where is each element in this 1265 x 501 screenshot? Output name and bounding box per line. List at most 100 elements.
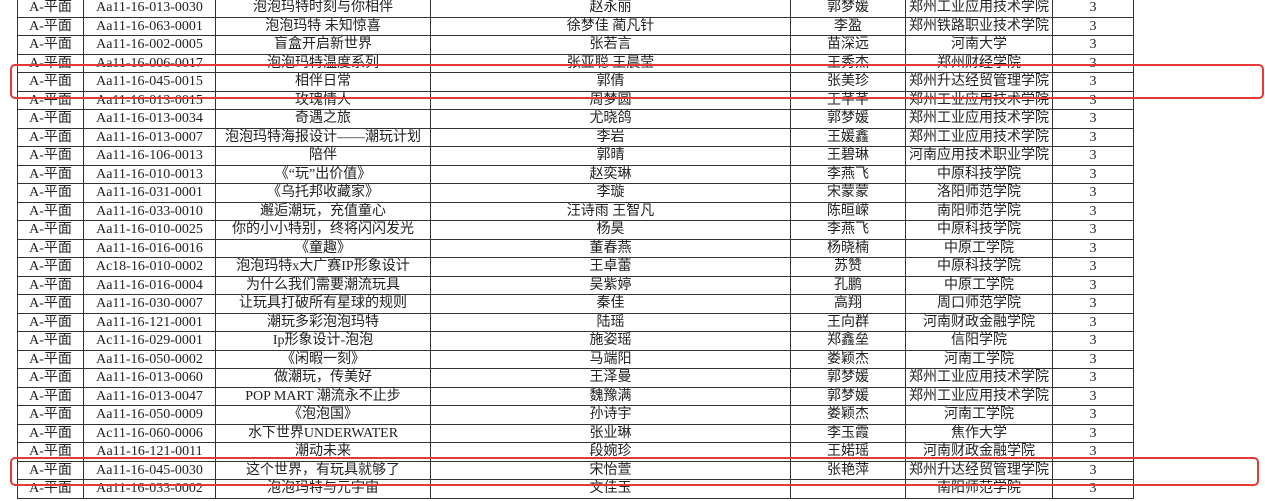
cell-school: 中原工学院 bbox=[905, 238, 1053, 258]
cell-advisor: 苗深远 bbox=[790, 35, 906, 55]
cell-count: 3 bbox=[1052, 368, 1134, 388]
cell-advisor: 高翔 bbox=[790, 294, 906, 314]
cell-authors: 周梦圆 bbox=[430, 90, 791, 110]
cell-category: A-平面 bbox=[17, 164, 84, 184]
cell-category: A-平面 bbox=[17, 386, 84, 406]
cell-category: A-平面 bbox=[17, 405, 84, 425]
cell-title: 潮玩多彩泡泡玛特 bbox=[215, 312, 431, 332]
cell-code: Ac18-16-010-0002 bbox=[83, 257, 216, 277]
cell-authors: 杨昊 bbox=[430, 220, 791, 240]
cell-authors: 郭倩 bbox=[430, 72, 791, 92]
table-row: A-平面 Aa11-16-016-0016 《童趣》 董春燕 杨晓楠 中原工学院 3 bbox=[17, 238, 1134, 258]
cell-advisor: 娄颖杰 bbox=[790, 349, 906, 369]
cell-code: Aa11-16-013-0015 bbox=[83, 90, 216, 110]
cell-title: 你的小小特别，终将闪闪发光 bbox=[215, 220, 431, 240]
cell-school: 洛阳师范学院 bbox=[905, 183, 1053, 203]
cell-advisor: 宋蒙蒙 bbox=[790, 183, 906, 203]
cell-advisor: 王向群 bbox=[790, 312, 906, 332]
cell-category: A-平面 bbox=[17, 127, 84, 147]
cell-count: 3 bbox=[1052, 479, 1134, 499]
cell-category: A-平面 bbox=[17, 312, 84, 332]
cell-category: A-平面 bbox=[17, 72, 84, 92]
cell-advisor: 孔鹏 bbox=[790, 275, 906, 295]
cell-code: Ac11-16-060-0006 bbox=[83, 423, 216, 443]
cell-authors: 郭晴 bbox=[430, 146, 791, 166]
cell-code: Aa11-16-013-0007 bbox=[83, 127, 216, 147]
cell-title: 让玩具打破所有星球的规则 bbox=[215, 294, 431, 314]
cell-category: A-平面 bbox=[17, 349, 84, 369]
cell-authors: 董春燕 bbox=[430, 238, 791, 258]
table-row: A-平面 Aa11-16-030-0007 让玩具打破所有星球的规则 秦佳 高翔 周口师范… bbox=[17, 294, 1134, 314]
cell-authors: 秦佳 bbox=[430, 294, 791, 314]
cell-category: A-平面 bbox=[17, 220, 84, 240]
cell-code: Aa11-16-063-0001 bbox=[83, 16, 216, 36]
cell-authors: 张若言 bbox=[430, 35, 791, 55]
table-row: A-平面 Aa11-16-013-0034 奇遇之旅 尤晓鸽 郭梦媛 郑州工业应用技术学院… bbox=[17, 109, 1134, 129]
table-row: A-平面 Aa11-16-013-0047 POP MART 潮流永不止步 魏豫满 郭梦… bbox=[17, 386, 1134, 406]
cell-title: 做潮玩，传美好 bbox=[215, 368, 431, 388]
table-row: A-平面 Aa11-16-016-0004 为什么我们需要潮流玩具 吴紫婷 孔鹏 中原工学… bbox=[17, 275, 1134, 295]
cell-category: A-平面 bbox=[17, 16, 84, 36]
cell-school: 中原科技学院 bbox=[905, 220, 1053, 240]
cell-count: 3 bbox=[1052, 423, 1134, 443]
cell-authors: 宋怡萱 bbox=[430, 460, 791, 480]
cell-authors: 魏豫满 bbox=[430, 386, 791, 406]
table-row: A-平面 Aa11-16-033-0002 泡泡玛特与元宇宙 文佳玉 南阳师范学院 3 bbox=[17, 479, 1134, 499]
cell-authors: 赵奕琳 bbox=[430, 164, 791, 184]
cell-authors: 段婉珍 bbox=[430, 442, 791, 462]
table-row: A-平面 Aa11-16-050-0002 《闲暇一刻》 马端阳 娄颖杰 河南工学院 3 bbox=[17, 349, 1134, 369]
cell-title: 邂逅潮玩，充值童心 bbox=[215, 201, 431, 221]
cell-count: 3 bbox=[1052, 0, 1134, 18]
cell-count: 3 bbox=[1052, 201, 1134, 221]
cell-advisor: 李燕飞 bbox=[790, 164, 906, 184]
results-table: A-平面 Aa11-16-013-0030 泡泡玛特时刻与你相伴 赵永丽 郭梦媛 郑州工业… bbox=[17, 0, 1134, 499]
cell-code: Aa11-16-033-0010 bbox=[83, 201, 216, 221]
table-row: A-平面 Aa11-16-013-0030 泡泡玛特时刻与你相伴 赵永丽 郭梦媛 郑州工业… bbox=[17, 0, 1134, 18]
table-row: A-平面 Aa11-16-006-0017 泡泡玛特温度系列 张亚聪 王晨莹 王秀杰 郑州… bbox=[17, 53, 1134, 73]
cell-authors: 李璇 bbox=[430, 183, 791, 203]
cell-code: Aa11-16-010-0025 bbox=[83, 220, 216, 240]
cell-code: Aa11-16-106-0013 bbox=[83, 146, 216, 166]
table-row: A-平面 Aa11-16-031-0001 《乌托邦收藏家》 李璇 宋蒙蒙 洛阳师范学院 3 bbox=[17, 183, 1134, 203]
cell-code: Aa11-16-016-0016 bbox=[83, 238, 216, 258]
cell-authors: 尤晓鸽 bbox=[430, 109, 791, 129]
cell-school: 中原科技学院 bbox=[905, 257, 1053, 277]
cell-code: Aa11-16-121-0011 bbox=[83, 442, 216, 462]
table-row: A-平面 Aa11-16-045-0015 相伴日常 郭倩 张美珍 郑州升达经贸管理学院 3 bbox=[17, 72, 1134, 92]
cell-count: 3 bbox=[1052, 312, 1134, 332]
cell-school: 郑州工业应用技术学院 bbox=[905, 109, 1053, 129]
cell-count: 3 bbox=[1052, 294, 1134, 314]
cell-code: Aa11-16-002-0005 bbox=[83, 35, 216, 55]
cell-authors: 王泽曼 bbox=[430, 368, 791, 388]
cell-category: A-平面 bbox=[17, 90, 84, 110]
cell-code: Aa11-16-006-0017 bbox=[83, 53, 216, 73]
cell-code: Aa11-16-121-0001 bbox=[83, 312, 216, 332]
cell-count: 3 bbox=[1052, 220, 1134, 240]
cell-advisor bbox=[790, 479, 906, 499]
cell-advisor: 娄颖杰 bbox=[790, 405, 906, 425]
cell-advisor: 王芊芊 bbox=[790, 90, 906, 110]
cell-title: 陪伴 bbox=[215, 146, 431, 166]
cell-category: A-平面 bbox=[17, 238, 84, 258]
cell-category: A-平面 bbox=[17, 109, 84, 129]
cell-title: 《“玩”出价值》 bbox=[215, 164, 431, 184]
cell-code: Aa11-16-016-0004 bbox=[83, 275, 216, 295]
cell-count: 3 bbox=[1052, 405, 1134, 425]
cell-authors: 汪诗雨 王智凡 bbox=[430, 201, 791, 221]
table-row: A-平面 Aa11-16-121-0011 潮动未来 段婉珍 王婼瑶 河南财政金融学院 3 bbox=[17, 442, 1134, 462]
cell-title: 《泡泡国》 bbox=[215, 405, 431, 425]
cell-school: 周口师范学院 bbox=[905, 294, 1053, 314]
cell-advisor: 杨晓楠 bbox=[790, 238, 906, 258]
cell-code: Aa11-16-050-0002 bbox=[83, 349, 216, 369]
cell-title: 玫瑰情人 bbox=[215, 90, 431, 110]
cell-count: 3 bbox=[1052, 127, 1134, 147]
cell-school: 河南工学院 bbox=[905, 349, 1053, 369]
table-row: A-平面 Aa11-16-121-0001 潮玩多彩泡泡玛特 陆瑶 王向群 河南财政金融学… bbox=[17, 312, 1134, 332]
cell-school: 信阳学院 bbox=[905, 331, 1053, 351]
cell-authors: 徐梦佳 蔺凡针 bbox=[430, 16, 791, 36]
cell-advisor: 张美珍 bbox=[790, 72, 906, 92]
cell-category: A-平面 bbox=[17, 146, 84, 166]
cell-category: A-平面 bbox=[17, 275, 84, 295]
cell-title: 为什么我们需要潮流玩具 bbox=[215, 275, 431, 295]
cell-school: 郑州铁路职业技术学院 bbox=[905, 16, 1053, 36]
